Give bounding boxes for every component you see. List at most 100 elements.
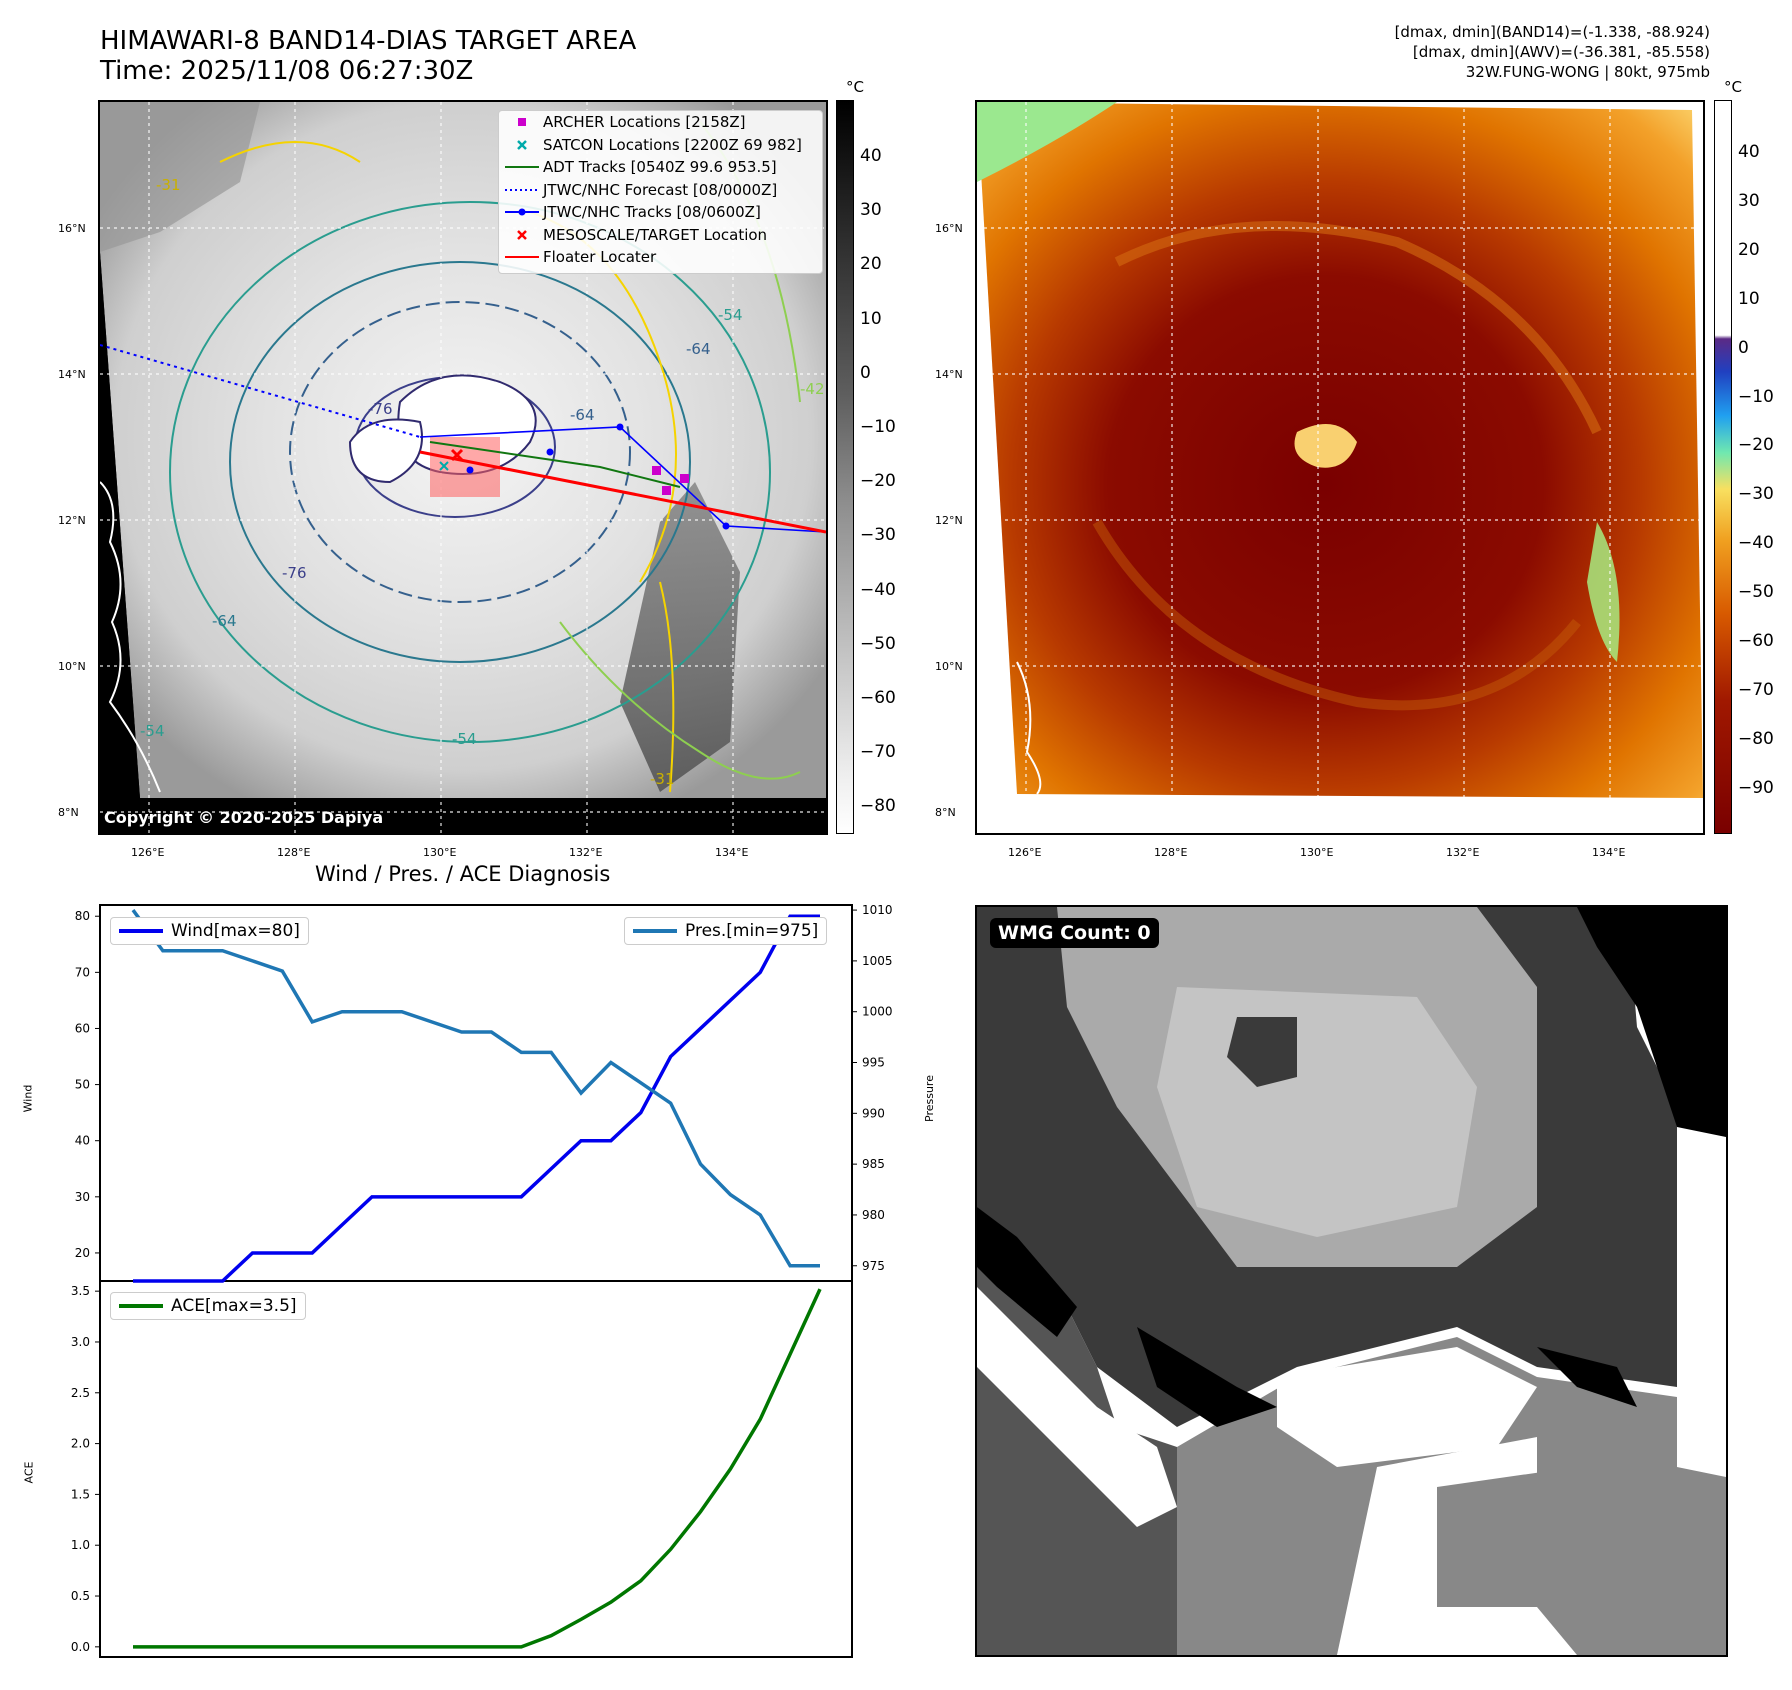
wind-y-tick-label: 20	[75, 1246, 90, 1260]
colorbar-tick-label: −10	[1738, 386, 1774, 407]
colorbar-tick-label: −60	[860, 688, 896, 708]
colorbar-tick-label: 40	[860, 146, 882, 166]
legend-swatch	[505, 188, 539, 191]
ace-frame	[99, 1280, 853, 1658]
longitude-tick-label: 132°E	[569, 846, 603, 859]
wind-series-line	[133, 914, 820, 1283]
ace-y-tick-label: 3.5	[71, 1284, 90, 1298]
colorbar-tick-label: −40	[1738, 533, 1774, 554]
wv-colorbar	[1714, 100, 1732, 834]
wind-y-tick-label: 40	[75, 1134, 90, 1148]
colorbar-tick-label: −40	[860, 579, 896, 600]
diagnosis-charts: 20 30 40 50 60 70 80 975 980 985 990 995 1000 1005 101…	[71, 903, 893, 1658]
latitude-tick-label: 16°N	[935, 222, 963, 235]
latitude-tick-label: 12°N	[935, 514, 963, 527]
longitude-tick-label: 130°E	[423, 846, 457, 859]
wmg-image	[977, 907, 1726, 1655]
latitude-tick-label: 12°N	[58, 514, 86, 527]
legend-swatch	[518, 118, 526, 126]
colorbar-tick-label: 10	[1738, 288, 1760, 309]
ace-legend-line	[119, 1304, 163, 1308]
title-line-1: HIMAWARI-8 BAND14-DIAS TARGET AREA	[100, 26, 637, 56]
map-legend-item: ADT Tracks [0540Z 99.6 953.5]	[499, 156, 822, 179]
map-legend-item: JTWC/NHC Tracks [08/0600Z]	[499, 201, 822, 224]
ir-map-image	[100, 102, 826, 833]
colorbar-tick-label: 20	[860, 254, 882, 275]
colorbar-tick-label: −80	[860, 796, 896, 817]
colorbar-tick-label: −50	[860, 633, 896, 654]
pressure-y-tick-label: 1010	[862, 903, 893, 917]
legend-swatch	[505, 166, 539, 168]
latitude-tick-label: 14°N	[935, 368, 963, 381]
latitude-tick-label: 8°N	[935, 806, 956, 819]
wind-y-tick-label: 80	[75, 909, 90, 923]
storm-info: [dmax, dmin](BAND14)=(-1.338, -88.924) […	[1395, 22, 1710, 82]
pressure-y-tick-label: 995	[862, 1056, 885, 1070]
pressure-series-line	[131, 909, 820, 1268]
contour-label: -54	[452, 730, 477, 748]
info-storm: 32W.FUNG-WONG | 80kt, 975mb	[1465, 63, 1710, 81]
legend-label: Floater Locater	[543, 248, 657, 266]
colorbar-tick-label: 30	[860, 200, 882, 221]
colorbar-tick-label: 30	[1738, 190, 1760, 211]
wind-y-tick-label: 60	[75, 1021, 90, 1035]
wind-legend-label: Wind[max=80]	[171, 921, 300, 941]
wind-axis-label: Wind	[21, 1084, 35, 1113]
ace-y-tick-label: 0.0	[71, 1640, 90, 1654]
enhanced-map-image	[977, 102, 1703, 833]
colorbar-tick-label: 0	[860, 362, 871, 383]
ace-y-tick-label: 2.5	[71, 1386, 90, 1400]
wind-y-tick-label: 70	[75, 965, 90, 979]
pressure-legend-line	[633, 929, 677, 933]
legend-label: ARCHER Locations [2158Z]	[543, 113, 746, 131]
map-legend-item: SATCON Locations [2200Z 69 982]	[499, 134, 822, 157]
map-legend-item: ARCHER Locations [2158Z]	[499, 111, 822, 134]
pressure-legend: Pres.[min=975]	[624, 917, 828, 945]
latitude-tick-label: 10°N	[935, 660, 963, 673]
colorbar-tick-label: −70	[860, 742, 896, 763]
wmg-count-badge: WMG Count: 0	[990, 918, 1159, 948]
longitude-tick-label: 126°E	[131, 846, 165, 859]
legend-label: ADT Tracks [0540Z 99.6 953.5]	[543, 158, 777, 176]
legend-swatch	[517, 229, 527, 240]
ace-legend: ACE[max=3.5]	[110, 1292, 306, 1320]
longitude-tick-label: 134°E	[1592, 846, 1626, 859]
longitude-tick-label: 134°E	[715, 846, 749, 859]
wind-legend: Wind[max=80]	[110, 917, 309, 945]
figure-title: HIMAWARI-8 BAND14-DIAS TARGET AREA Time:…	[100, 26, 636, 86]
map-legend: ARCHER Locations [2158Z] SATCON Locations…	[498, 110, 823, 274]
map-legend-item: MESOSCALE/TARGET Location	[499, 224, 822, 247]
latitude-tick-label: 16°N	[58, 222, 86, 235]
wind-legend-line	[119, 929, 163, 933]
contour-label: -31	[156, 176, 181, 194]
enhanced-map-panel	[975, 100, 1705, 835]
colorbar-tick-label: −20	[860, 471, 896, 492]
colorbar-tick-label: −30	[860, 525, 896, 546]
longitude-tick-label: 128°E	[277, 846, 311, 859]
pressure-y-tick-label: 990	[862, 1106, 885, 1120]
contour-label: -64	[570, 406, 595, 424]
contour-label: -76	[368, 400, 393, 418]
legend-label: SATCON Locations [2200Z 69 982]	[543, 135, 802, 154]
colorbar-tick-label: 10	[860, 308, 882, 329]
contour-label: -64	[686, 340, 711, 358]
legend-swatch	[505, 256, 539, 258]
map-legend-item: JTWC/NHC Forecast [08/0000Z]	[499, 179, 822, 202]
latitude-tick-label: 10°N	[58, 660, 86, 673]
colorbar-tick-label: −60	[1738, 631, 1774, 651]
contour-label: -76	[282, 564, 307, 582]
latitude-tick-label: 8°N	[58, 806, 79, 819]
ace-y-tick-label: 1.0	[71, 1538, 90, 1552]
legend-label: JTWC/NHC Forecast [08/0000Z]	[543, 180, 778, 199]
ace-y-tick-label: 0.5	[71, 1589, 90, 1603]
colorbar-tick-label: −90	[1738, 777, 1774, 798]
colorbar-tick-label: −10	[860, 417, 896, 437]
ace-series-line	[133, 1288, 822, 1649]
wind-pressure-frame	[99, 904, 853, 1282]
wind-y-tick-label: 50	[75, 1078, 90, 1092]
longitude-tick-label: 126°E	[1008, 846, 1042, 859]
title-line-2: Time: 2025/11/08 06:27:30Z	[100, 56, 474, 86]
ir-colorbar-unit: °C	[846, 78, 864, 96]
pressure-y-tick-label: 980	[862, 1208, 885, 1222]
legend-label: JTWC/NHC Tracks [08/0600Z]	[543, 203, 761, 221]
